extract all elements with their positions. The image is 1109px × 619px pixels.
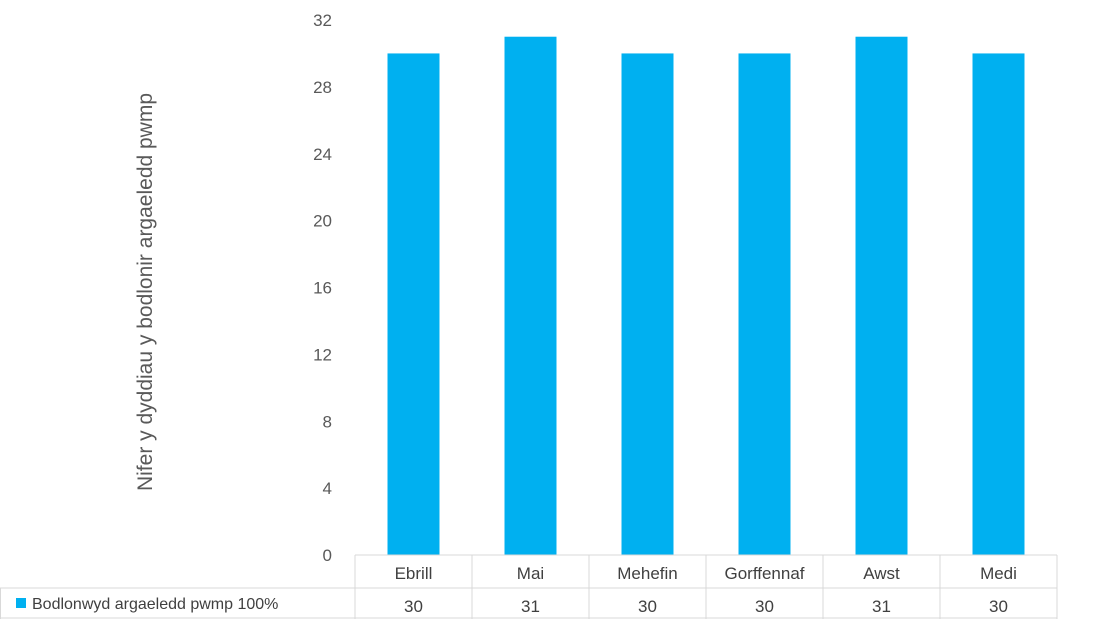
bar xyxy=(621,53,674,555)
y-tick-label: 28 xyxy=(313,78,332,97)
data-value-label: 30 xyxy=(989,597,1008,616)
category-label: Awst xyxy=(863,564,900,583)
legend-label: Bodlonwyd argaeledd pwmp 100% xyxy=(32,596,278,613)
data-value-label: 30 xyxy=(638,597,657,616)
y-tick-label: 4 xyxy=(323,479,332,498)
category-label: Ebrill xyxy=(395,564,433,583)
y-tick-label: 0 xyxy=(323,546,332,565)
legend-swatch xyxy=(16,598,26,608)
bars xyxy=(387,36,1025,555)
y-tick-label: 20 xyxy=(313,212,332,231)
bar xyxy=(855,36,908,555)
bar xyxy=(387,53,440,555)
category-label: Medi xyxy=(980,564,1017,583)
y-tick-label: 32 xyxy=(313,11,332,30)
y-tick-label: 16 xyxy=(313,279,332,298)
category-label: Gorffennaf xyxy=(724,564,804,583)
data-value-label: 30 xyxy=(404,597,423,616)
data-value-label: 31 xyxy=(521,597,540,616)
y-tick-label: 24 xyxy=(313,145,332,164)
bar xyxy=(738,53,791,555)
bar xyxy=(972,53,1025,555)
category-label: Mehefin xyxy=(617,564,677,583)
y-axis-ticks: 0 4 8 12 16 20 24 28 32 xyxy=(313,11,332,565)
category-label: Mai xyxy=(517,564,544,583)
y-axis-label: Nifer y dyddiau y bodlonir argaeledd pwm… xyxy=(134,93,157,491)
data-value-label: 30 xyxy=(755,597,774,616)
y-tick-label: 8 xyxy=(323,412,332,431)
data-table: Ebrill Mai Mehefin Gorffennaf Awst Medi 30 31 30… xyxy=(0,554,1058,619)
data-value-label: 31 xyxy=(872,597,891,616)
y-tick-label: 12 xyxy=(313,345,332,364)
y-axis-label-group: Nifer y dyddiau y bodlonir argaeledd pwm… xyxy=(134,93,157,491)
bar xyxy=(504,36,557,555)
